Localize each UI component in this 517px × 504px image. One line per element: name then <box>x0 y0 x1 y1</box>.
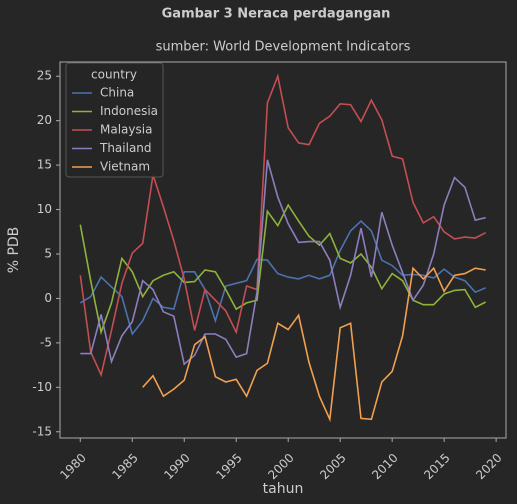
x-tick-label: 1995 <box>213 451 244 482</box>
y-tick-label: 25 <box>37 69 52 83</box>
series-line <box>80 159 486 366</box>
y-tick-label: 5 <box>44 247 52 261</box>
y-tick-label: -15 <box>32 424 52 438</box>
legend-label: Malaysia <box>100 123 152 137</box>
legend-label: China <box>100 86 134 100</box>
legend-label: Thailand <box>99 141 152 155</box>
x-tick-label: 2020 <box>473 451 504 482</box>
series-line <box>79 220 487 336</box>
y-tick-label: 0 <box>44 291 52 305</box>
y-tick-label: -5 <box>40 335 52 349</box>
x-tick-label: 1980 <box>57 451 88 482</box>
series-line <box>79 203 487 336</box>
x-tick-label: 2005 <box>317 451 348 482</box>
chart-subtitle: sumber: World Development Indicators <box>156 40 411 55</box>
x-tick-label: 2015 <box>421 451 452 482</box>
y-tick-label: -10 <box>32 380 52 394</box>
chart-title: Gambar 3 Neraca perdagangan <box>162 7 391 22</box>
y-tick-label: 20 <box>37 113 52 127</box>
series-line <box>142 266 486 423</box>
x-tick-label: 1990 <box>161 451 192 482</box>
x-tick-label: 1985 <box>109 451 140 482</box>
legend-label: Vietnam <box>100 160 150 174</box>
y-tick-label: 15 <box>37 158 52 172</box>
legend-title: country <box>91 68 137 82</box>
x-tick-label: 2000 <box>265 451 296 482</box>
x-axis-label: tahun <box>263 481 304 497</box>
series-line <box>79 73 487 378</box>
y-axis-label: % PDB <box>6 227 22 274</box>
y-tick-label: 10 <box>37 202 52 216</box>
x-tick-label: 2010 <box>369 451 400 482</box>
legend-label: Indonesia <box>100 104 158 118</box>
